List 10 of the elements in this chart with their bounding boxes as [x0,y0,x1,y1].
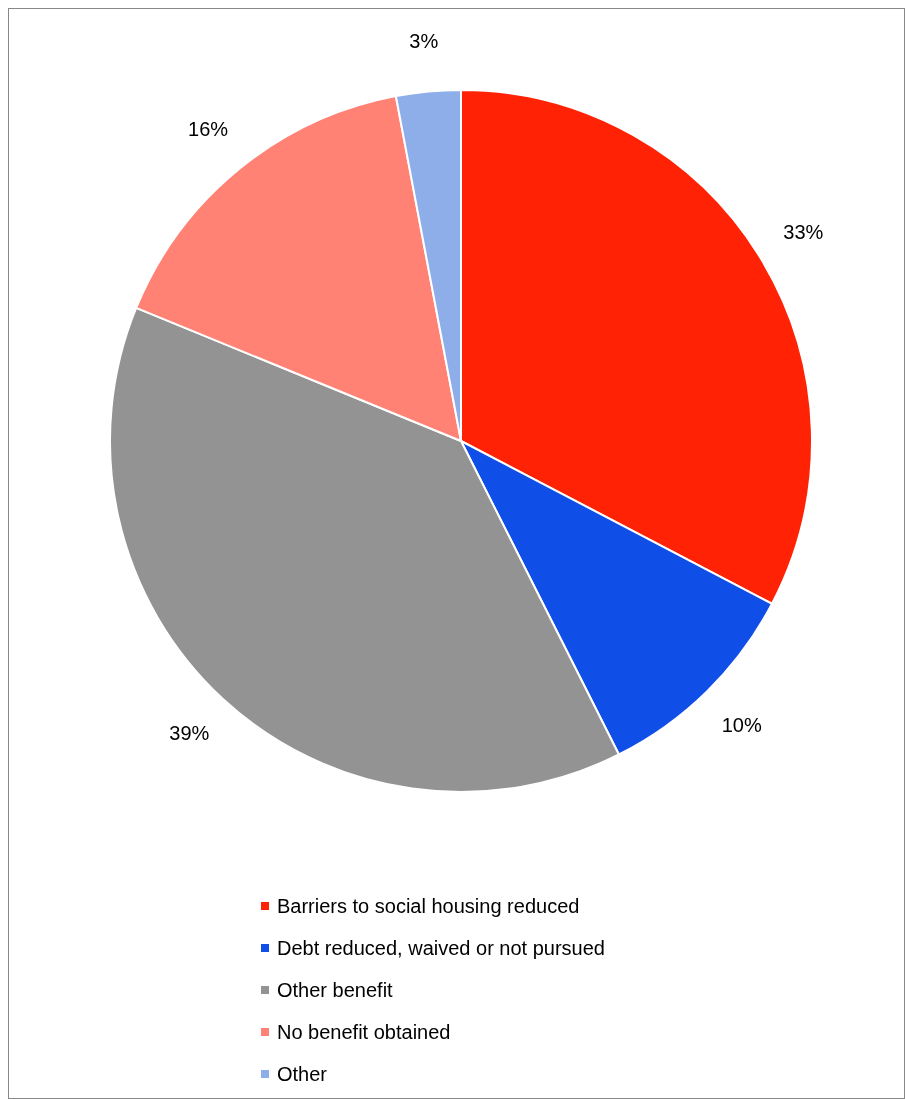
legend-label: Debt reduced, waived or not pursued [277,936,605,960]
data-label: 3% [409,30,439,53]
legend-label: No benefit obtained [277,1020,451,1044]
data-label: 39% [169,722,210,745]
legend-label: Other benefit [277,978,393,1002]
data-label: 33% [783,221,824,244]
legend-label: Barriers to social housing reduced [277,894,580,918]
data-label: 10% [721,713,762,736]
legend-label: Other [277,1062,328,1086]
data-label: 16% [188,118,229,141]
